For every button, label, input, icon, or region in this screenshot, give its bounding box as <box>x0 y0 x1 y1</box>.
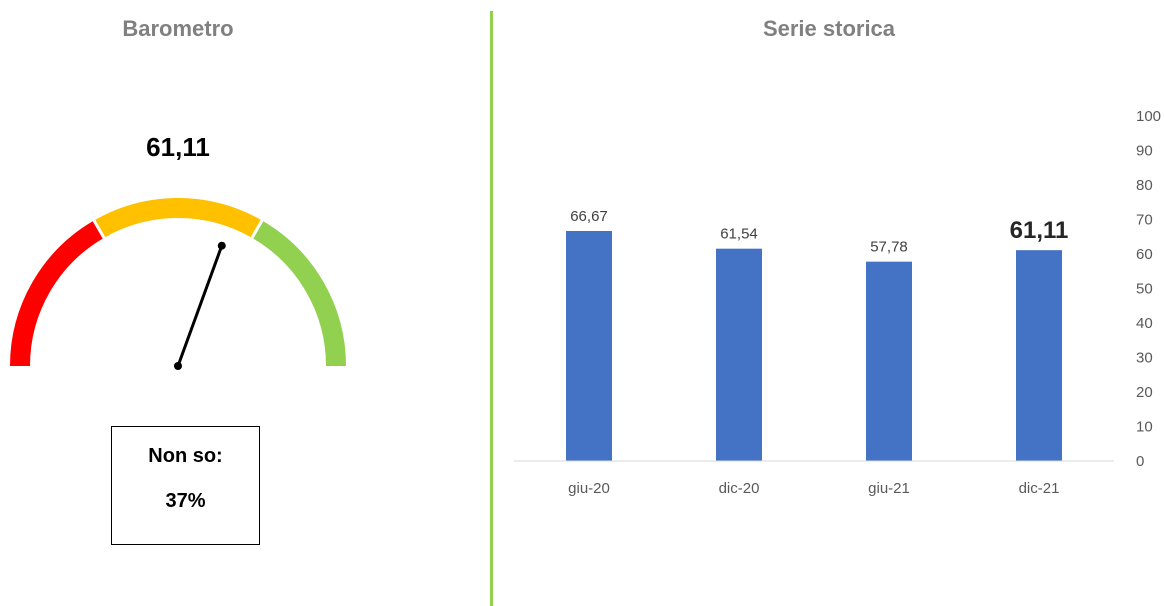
gauge-band-separator <box>249 218 265 241</box>
bar-giu-21 <box>866 261 912 461</box>
time-series-title: Serie storica <box>762 16 896 41</box>
y-tick-label: 70 <box>1136 212 1153 229</box>
x-tick-label: giu-20 <box>568 480 610 497</box>
y-tick-label: 0 <box>1136 453 1144 470</box>
y-tick-label: 60 <box>1136 246 1153 263</box>
y-tick-label: 80 <box>1136 177 1153 194</box>
y-tick-label: 90 <box>1136 143 1153 160</box>
dont-know-value: 37% <box>165 490 206 512</box>
dont-know-box: Non so: 37% <box>111 426 260 545</box>
y-tick-label: 30 <box>1136 350 1153 367</box>
gauge-band-high <box>251 220 346 367</box>
data-label: 61,54 <box>720 226 758 243</box>
bar-dic-20 <box>716 248 762 461</box>
gauge-pivot <box>174 362 182 370</box>
barometer-title: Barometro <box>122 16 234 41</box>
panel-divider <box>490 11 493 606</box>
data-label: 57,78 <box>870 239 908 256</box>
x-tick-label: dic-21 <box>1019 480 1060 497</box>
gauge-value-label: 61,11 <box>146 132 210 162</box>
gauge-needle-tip <box>217 241 226 250</box>
bar-chart: 0 10 20 30 40 50 60 70 80 90 100 giu-20 dic-20 giu-2… <box>514 108 1161 497</box>
gauge-band-low <box>10 220 105 367</box>
x-tick-label: giu-21 <box>868 480 910 497</box>
y-tick-label: 40 <box>1136 315 1153 332</box>
y-tick-label: 20 <box>1136 384 1153 401</box>
y-tick-label: 10 <box>1136 419 1153 436</box>
data-label: 66,67 <box>570 208 608 225</box>
bar-dic-21 <box>1016 250 1062 461</box>
data-label: 61,11 <box>1010 217 1069 244</box>
dont-know-label: Non so: <box>148 445 223 467</box>
gauge <box>10 198 346 370</box>
y-tick-label: 50 <box>1136 281 1153 298</box>
gauge-needle <box>176 245 224 367</box>
bar-giu-20 <box>566 230 612 461</box>
x-tick-label: dic-20 <box>719 480 760 497</box>
y-tick-label: 100 <box>1136 108 1161 125</box>
gauge-band-mid <box>93 198 263 238</box>
gauge-band-separator <box>91 218 107 241</box>
